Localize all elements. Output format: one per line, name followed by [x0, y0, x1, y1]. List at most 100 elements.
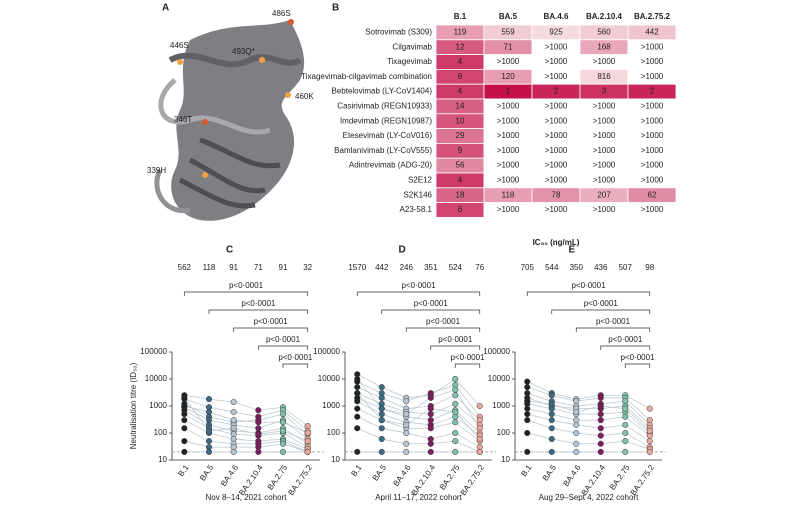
data-point [622, 413, 629, 420]
cell-value: >1000 [641, 116, 664, 125]
y-tick-label: 10 [331, 455, 340, 464]
y-tick-label: 10000 [318, 374, 341, 383]
data-point [427, 440, 434, 447]
subject-line [357, 427, 480, 453]
comparison-bracket [381, 309, 481, 314]
comparison-bracket [575, 327, 651, 332]
summary-value: 91 [229, 263, 238, 272]
row-label: A23-58.1 [400, 205, 433, 214]
data-point [304, 448, 311, 455]
data-point [646, 438, 653, 445]
data-point [548, 411, 555, 418]
summary-value: 98 [645, 263, 654, 272]
data-point [646, 405, 653, 412]
row-label: Bebtelovimab (LY-CoV1404) [331, 87, 432, 96]
summary-value: 507 [619, 263, 633, 272]
data-point [597, 448, 604, 455]
data-point [378, 384, 385, 391]
data-point [427, 405, 434, 412]
row-label: Etesevimab (LY-CoV016) [343, 131, 433, 140]
data-point [622, 448, 629, 455]
comparison-bracket [282, 363, 309, 368]
residue-label: 339H [147, 166, 166, 175]
y-tick-label: 100 [154, 428, 168, 437]
data-point [230, 417, 237, 424]
x-tick-label: BA.2.75 [438, 463, 462, 492]
column-header: BA.5 [499, 12, 518, 21]
axis-title: Aug 29–Sept 4, 2022 cohort [539, 493, 639, 502]
row-label: Sotrovimab (S309) [365, 28, 432, 37]
comparison-bracket [183, 291, 309, 296]
cell-value: >1000 [545, 72, 568, 81]
data-point [622, 429, 629, 437]
cell-value: >1000 [545, 176, 568, 185]
data-point [354, 398, 361, 405]
cell-value: >1000 [545, 102, 568, 111]
p-value: p<0·0001 [229, 281, 264, 290]
ribbon [154, 168, 191, 214]
cell-value: >1000 [545, 57, 568, 66]
x-tick-label: BA.4.6 [391, 463, 412, 488]
subject-line [357, 392, 480, 426]
data-point [354, 413, 361, 420]
data-point [622, 438, 629, 445]
column-header: BA.2.10.4 [586, 12, 623, 21]
cell-value: 560 [597, 28, 611, 37]
subject-line [357, 381, 481, 417]
cell-value: 3 [602, 87, 607, 96]
data-point [452, 375, 459, 383]
cell-value: >1000 [497, 205, 520, 214]
cell-value: 207 [597, 190, 611, 199]
cell-value: 29 [456, 131, 465, 140]
ribbon [158, 78, 271, 135]
comparison-bracket [405, 327, 481, 332]
cell-value: 6 [458, 205, 463, 214]
data-point [181, 394, 188, 401]
subject-line [527, 392, 650, 426]
subject-line [527, 381, 650, 409]
data-point [548, 435, 555, 443]
cell-value: 62 [648, 190, 657, 199]
column-header: B.1 [454, 12, 467, 21]
data-point [255, 407, 262, 414]
data-point [230, 408, 237, 416]
data-point [279, 411, 287, 418]
cell-value: 118 [502, 190, 515, 199]
x-tick-label: BA.2.75.2 [629, 463, 657, 497]
cell-value: >1000 [545, 42, 568, 51]
data-point [205, 427, 213, 434]
subject-line [356, 392, 481, 440]
axis-title: Nov 8–14, 2021 cohort [206, 493, 288, 502]
summary-value: 436 [594, 263, 608, 272]
subject-line [527, 432, 650, 450]
data-point [378, 394, 385, 401]
cell-value: >1000 [641, 176, 664, 185]
subject-line [527, 403, 650, 434]
data-point [378, 405, 385, 412]
data-point [597, 411, 604, 418]
data-point [524, 417, 531, 424]
cell-value: 4 [458, 87, 463, 96]
data-point [573, 440, 580, 447]
p-value: p<0·0001 [401, 281, 436, 290]
y-tick-label: 100000 [313, 347, 340, 356]
cell-value: >1000 [497, 131, 520, 140]
data-point [524, 405, 531, 412]
cell-value: 9 [458, 146, 463, 155]
data-point [181, 425, 188, 432]
row-label: Tixagevimab-cilgavimab combination [301, 72, 432, 81]
subject-line [184, 397, 308, 442]
x-tick-label: B.1 [519, 463, 534, 478]
summary-value: 705 [521, 263, 535, 272]
data-point [548, 417, 555, 424]
data-point [403, 440, 410, 447]
cell-value: 2 [650, 87, 655, 96]
cell-value: 18 [456, 190, 465, 199]
comparison-bracket [454, 363, 481, 368]
data-point [230, 399, 237, 406]
panel-letter: C [226, 245, 233, 256]
cell-value: >1000 [593, 102, 616, 111]
subject-line [357, 400, 480, 436]
x-tick-label: BA.2.75 [266, 463, 290, 492]
subject-line [357, 397, 480, 434]
